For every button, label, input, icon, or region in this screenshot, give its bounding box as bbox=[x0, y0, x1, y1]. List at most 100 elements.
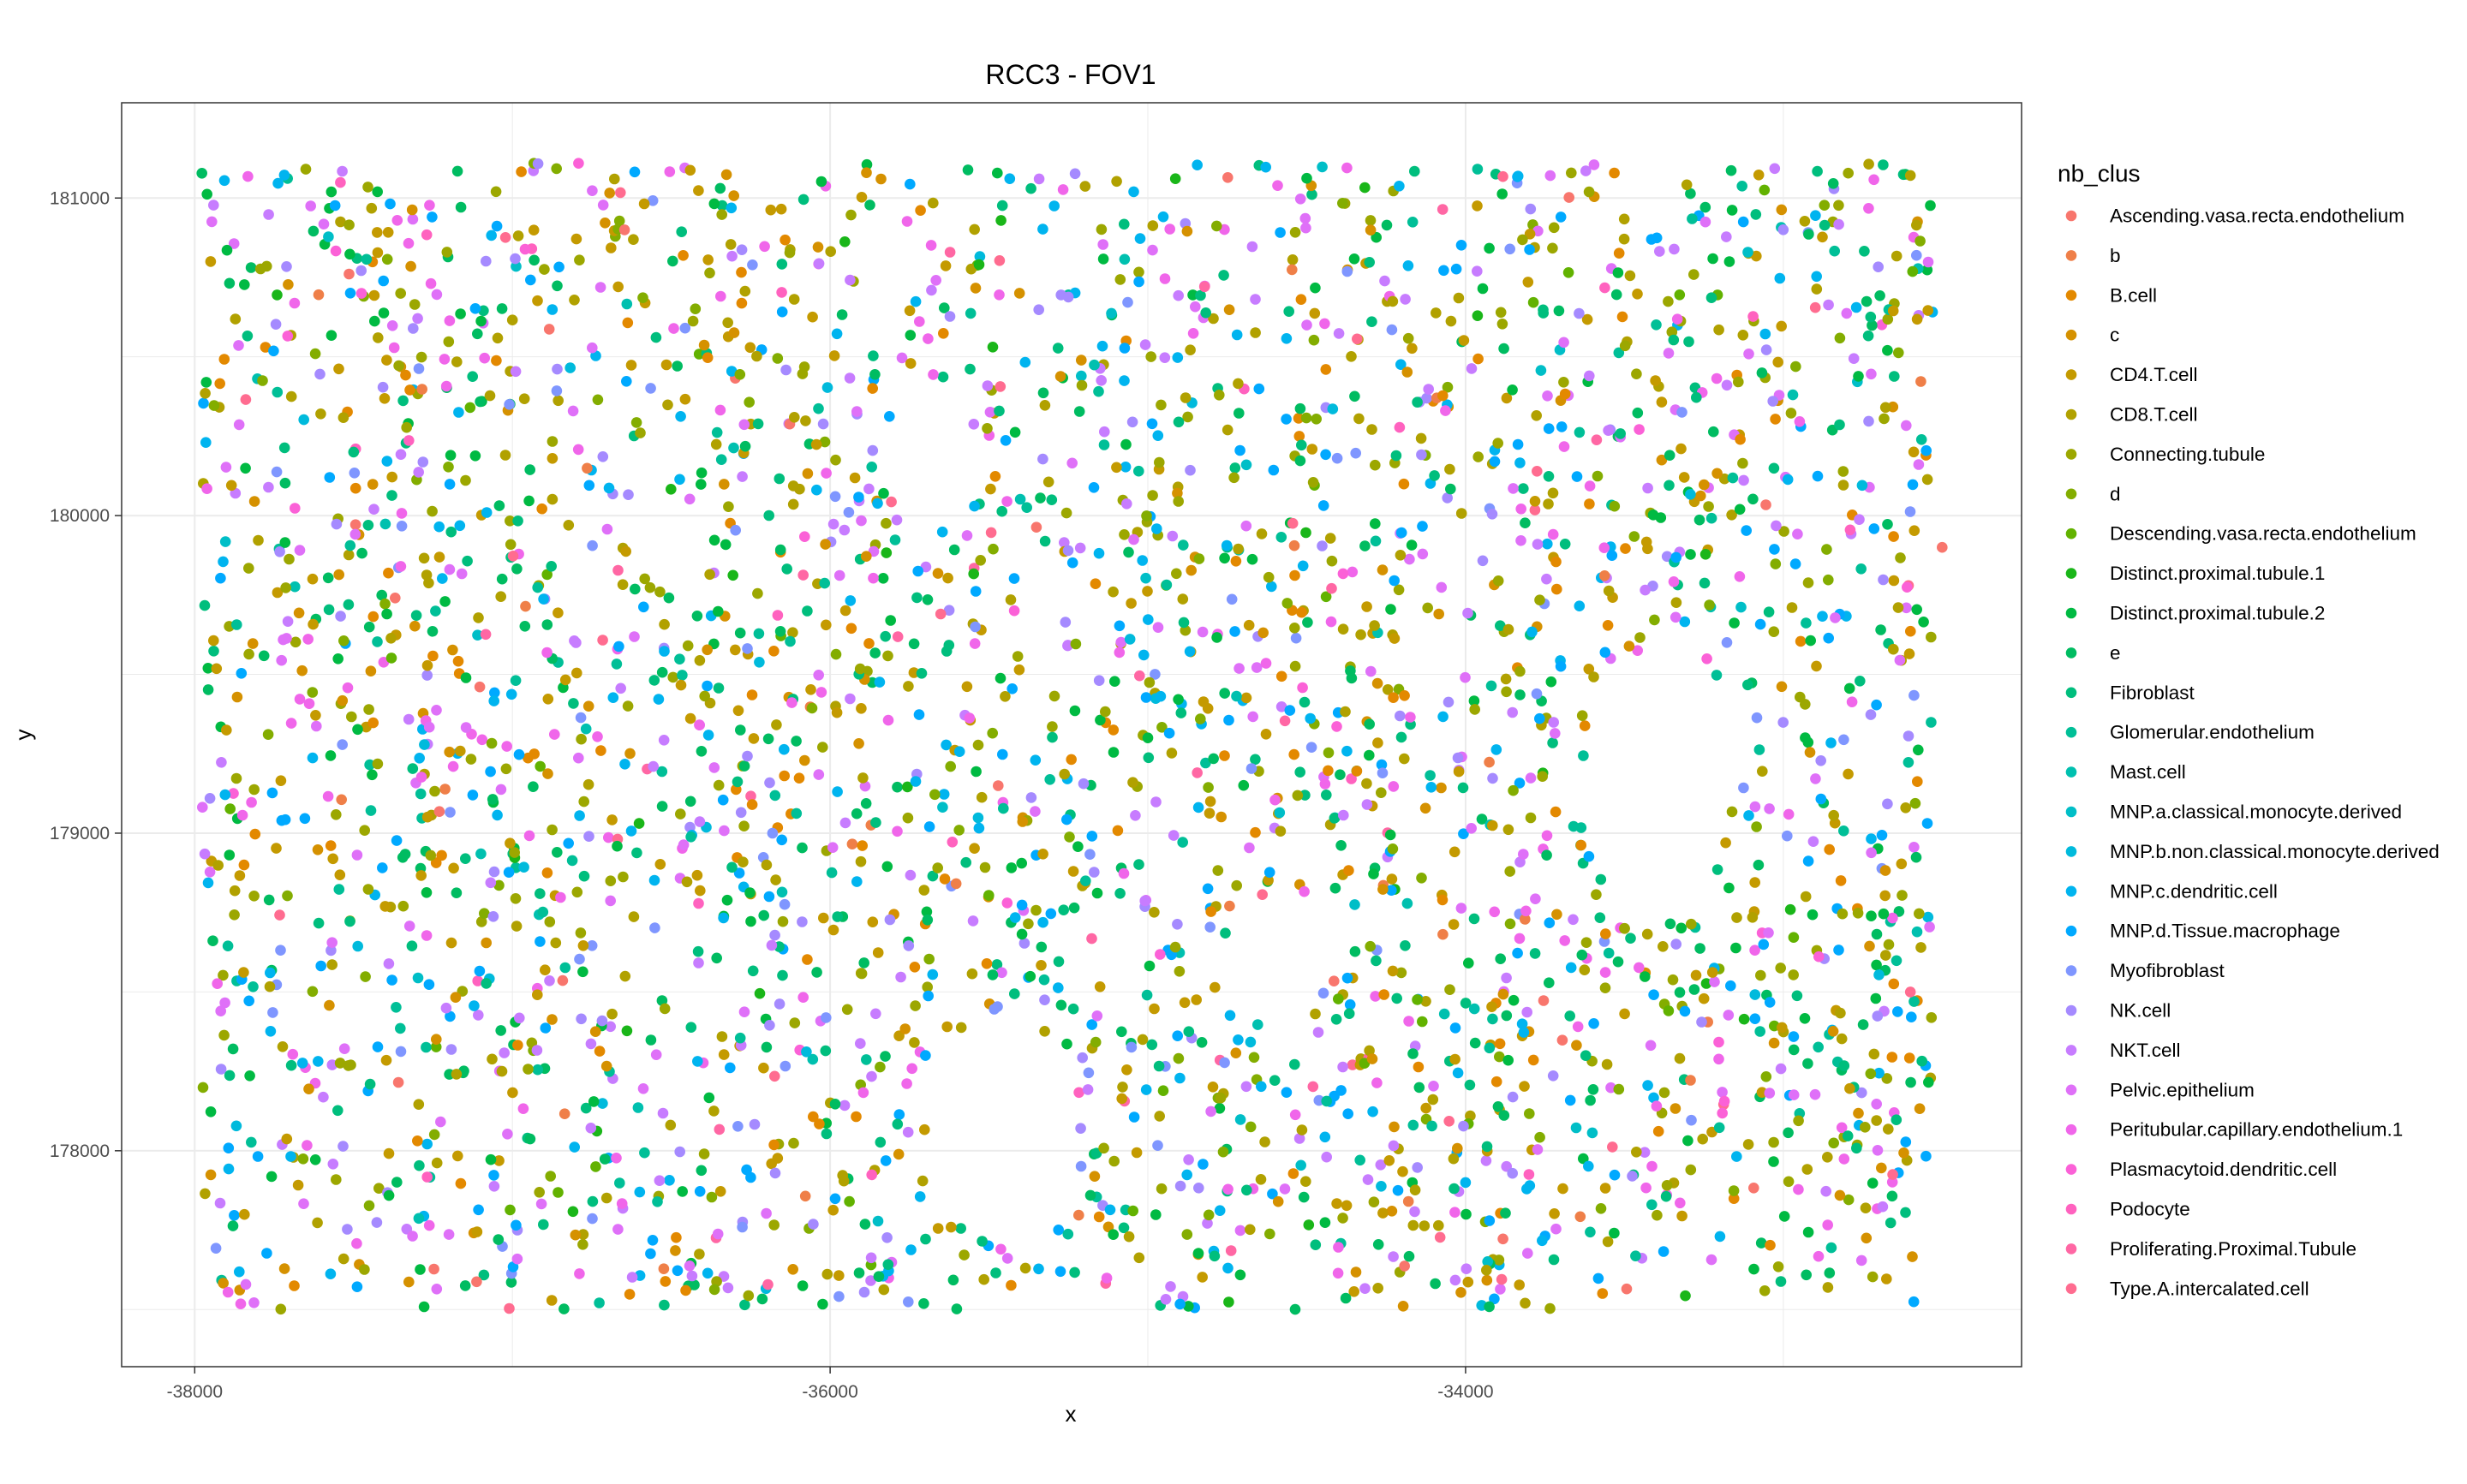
data-point bbox=[290, 503, 301, 514]
data-point bbox=[1718, 473, 1730, 485]
data-point bbox=[691, 869, 703, 881]
data-point bbox=[1660, 1190, 1672, 1202]
data-point bbox=[971, 766, 982, 778]
data-point bbox=[270, 319, 282, 331]
data-point bbox=[230, 313, 242, 325]
data-point bbox=[762, 733, 774, 745]
data-point bbox=[1905, 625, 1916, 637]
data-point bbox=[1226, 593, 1238, 605]
legend-key bbox=[2065, 766, 2077, 778]
data-point bbox=[1674, 986, 1686, 998]
data-point bbox=[1838, 1060, 1850, 1071]
data-point bbox=[1599, 967, 1611, 978]
data-point bbox=[1705, 1254, 1717, 1266]
data-point bbox=[693, 185, 704, 196]
data-point bbox=[439, 354, 451, 365]
data-point bbox=[905, 869, 917, 881]
data-point bbox=[1386, 1206, 1398, 1217]
data-point bbox=[372, 758, 384, 770]
data-point bbox=[1508, 784, 1519, 796]
data-point bbox=[1777, 224, 1789, 235]
data-point bbox=[1178, 617, 1190, 629]
data-point bbox=[787, 498, 799, 510]
data-point bbox=[1749, 945, 1760, 956]
legend-key bbox=[2065, 1164, 2077, 1175]
data-point bbox=[1903, 730, 1914, 742]
data-point bbox=[1484, 1042, 1496, 1054]
data-point bbox=[451, 887, 463, 898]
data-point bbox=[706, 1191, 718, 1203]
data-point bbox=[248, 496, 260, 507]
data-point bbox=[777, 915, 789, 927]
data-point bbox=[839, 1100, 851, 1112]
data-point bbox=[495, 591, 506, 602]
data-point bbox=[1297, 682, 1308, 694]
data-point bbox=[1019, 1262, 1031, 1274]
data-point bbox=[1823, 299, 1834, 311]
data-point bbox=[1783, 1176, 1795, 1188]
data-point bbox=[1218, 270, 1229, 281]
data-point bbox=[532, 295, 543, 307]
data-point bbox=[1834, 332, 1846, 344]
data-point bbox=[605, 1021, 616, 1033]
data-point bbox=[599, 1153, 611, 1165]
data-point bbox=[613, 641, 624, 653]
data-point bbox=[754, 657, 765, 668]
data-point bbox=[294, 545, 306, 556]
data-point bbox=[1018, 938, 1030, 949]
data-point bbox=[1837, 466, 1849, 477]
data-point bbox=[1900, 802, 1911, 814]
data-point bbox=[1863, 158, 1874, 170]
data-point bbox=[753, 628, 765, 640]
data-point bbox=[395, 1046, 407, 1058]
data-point bbox=[1346, 672, 1358, 684]
data-point bbox=[397, 852, 409, 863]
data-point bbox=[811, 967, 822, 978]
data-point bbox=[1337, 1061, 1348, 1073]
data-point bbox=[1367, 1106, 1378, 1117]
legend-label: B.cell bbox=[2110, 284, 2157, 306]
data-point bbox=[1494, 1038, 1506, 1050]
data-point bbox=[621, 376, 632, 387]
data-point bbox=[960, 856, 971, 868]
data-point bbox=[1792, 528, 1803, 539]
data-point bbox=[1001, 897, 1013, 909]
data-point bbox=[1804, 747, 1816, 758]
data-point bbox=[973, 822, 985, 834]
data-point bbox=[858, 957, 869, 968]
data-point bbox=[1717, 1107, 1728, 1119]
data-point bbox=[1449, 1183, 1460, 1195]
data-point bbox=[549, 729, 560, 740]
data-point bbox=[1584, 370, 1595, 382]
data-point bbox=[699, 690, 710, 702]
data-point bbox=[1299, 212, 1311, 224]
data-point bbox=[1570, 1122, 1582, 1134]
data-point bbox=[682, 640, 694, 652]
data-point bbox=[985, 483, 996, 495]
data-point bbox=[1535, 365, 1547, 376]
data-point bbox=[1795, 635, 1807, 647]
data-point bbox=[1403, 1016, 1414, 1027]
data-point bbox=[413, 1099, 425, 1110]
data-point bbox=[708, 762, 720, 773]
data-point bbox=[512, 230, 524, 241]
data-point bbox=[702, 730, 714, 741]
data-point bbox=[271, 843, 282, 854]
data-point bbox=[532, 1064, 543, 1076]
data-point bbox=[1268, 464, 1280, 476]
data-point bbox=[592, 394, 604, 406]
data-point bbox=[371, 1217, 383, 1228]
data-point bbox=[1642, 482, 1653, 494]
data-point bbox=[1558, 377, 1569, 388]
data-point bbox=[222, 1286, 234, 1298]
data-point bbox=[1912, 776, 1923, 787]
data-point bbox=[1296, 1124, 1308, 1135]
data-point bbox=[1033, 1263, 1044, 1275]
data-point bbox=[806, 702, 818, 714]
data-point bbox=[1351, 766, 1363, 777]
data-point bbox=[1293, 1133, 1305, 1144]
data-point bbox=[214, 1197, 226, 1209]
data-point bbox=[1371, 1077, 1383, 1088]
data-point bbox=[1008, 573, 1020, 584]
legend-label: Glomerular.endothelium bbox=[2110, 722, 2315, 743]
